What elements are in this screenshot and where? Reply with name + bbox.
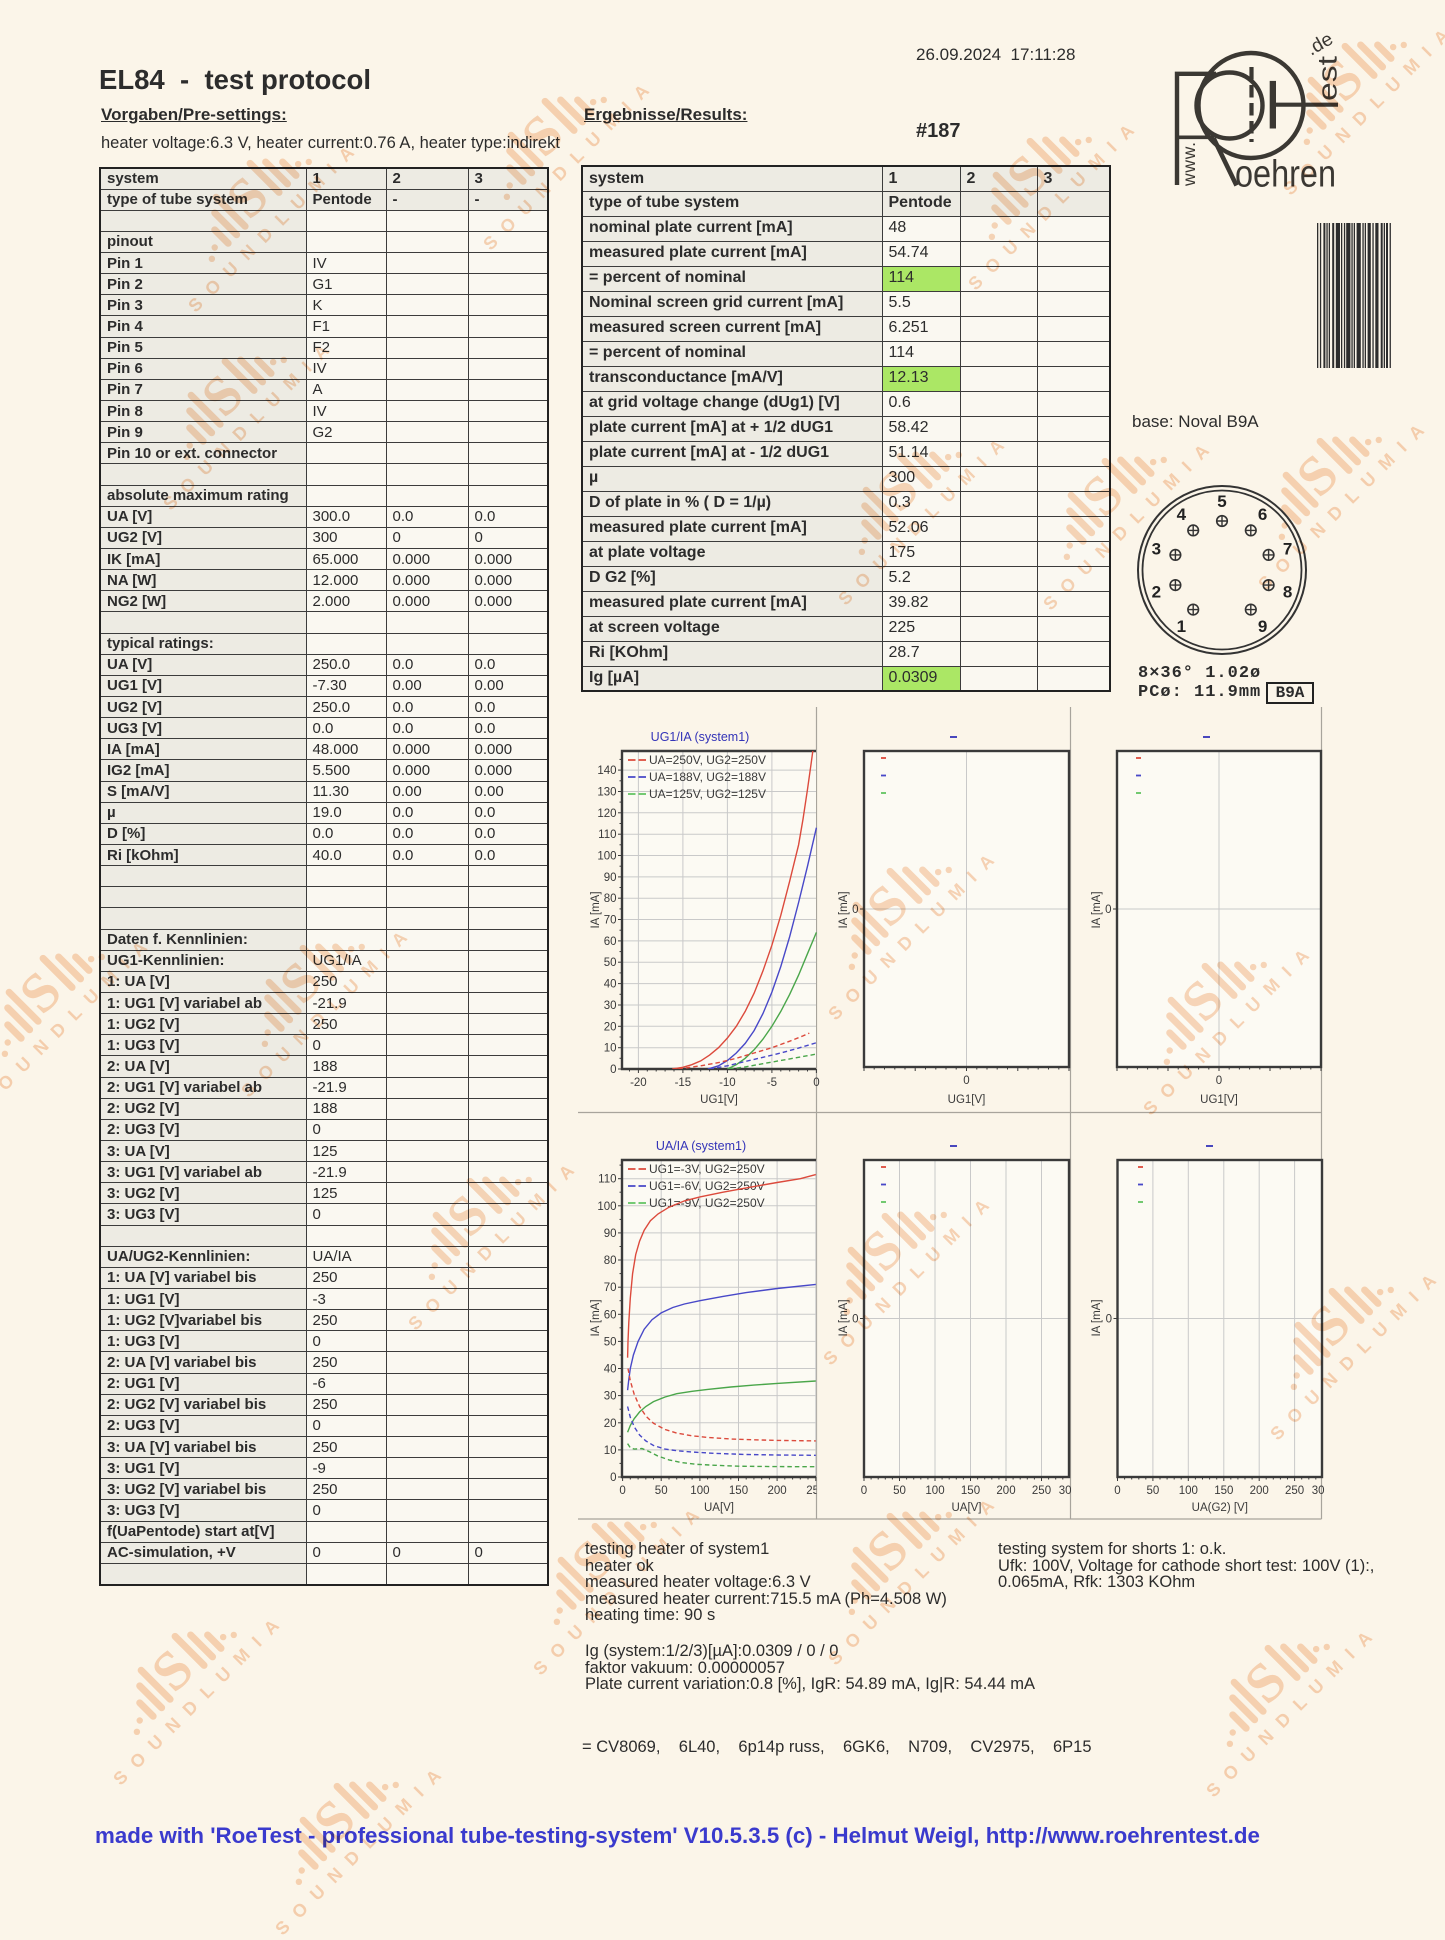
svg-text:IA [mA]: IA [mA]: [1091, 891, 1103, 928]
svg-text:4: 4: [1177, 505, 1187, 524]
svg-text:8: 8: [1283, 582, 1292, 601]
svg-text:UA=188V, UG2=188V: UA=188V, UG2=188V: [649, 770, 766, 784]
svg-text:0: 0: [861, 1485, 867, 1497]
svg-text:2: 2: [1152, 582, 1161, 601]
svg-text:150: 150: [1214, 1485, 1233, 1497]
svg-text:50: 50: [893, 1485, 906, 1497]
svg-text:oehren: oehren: [1235, 154, 1336, 196]
svg-text:7: 7: [1283, 540, 1292, 559]
svg-text:100: 100: [1179, 1485, 1198, 1497]
svg-text:0: 0: [1106, 1314, 1112, 1326]
svg-text:-20: -20: [630, 1077, 647, 1089]
svg-text:60: 60: [604, 1309, 617, 1321]
svg-text:UG1[V]: UG1[V]: [700, 1094, 738, 1106]
svg-text:10: 10: [604, 1445, 617, 1457]
svg-text:0: 0: [963, 1075, 969, 1087]
svg-text:UG1/IA (system1): UG1/IA (system1): [651, 730, 750, 744]
svg-text:1: 1: [1177, 617, 1186, 636]
svg-text:50: 50: [604, 957, 617, 969]
svg-text:-10: -10: [719, 1077, 736, 1089]
svg-text:90: 90: [604, 872, 617, 884]
svg-text:250: 250: [806, 1485, 825, 1497]
svg-text:250: 250: [1032, 1485, 1051, 1497]
svg-text:60: 60: [604, 936, 617, 948]
svg-text:UA[V]: UA[V]: [704, 1502, 734, 1514]
svg-text:IA [mA]: IA [mA]: [1091, 1299, 1103, 1336]
svg-text:20: 20: [604, 1021, 617, 1033]
svg-text:100: 100: [597, 1201, 616, 1213]
svg-text:6: 6: [1258, 505, 1267, 524]
svg-text:80: 80: [604, 1255, 617, 1267]
svg-text:70: 70: [604, 915, 617, 927]
svg-text:50: 50: [1147, 1485, 1160, 1497]
svg-text:9: 9: [1258, 617, 1267, 636]
svg-text:100: 100: [597, 851, 616, 863]
svg-text:50: 50: [604, 1336, 617, 1348]
svg-text:UG1=-9V, UG2=250V: UG1=-9V, UG2=250V: [649, 1196, 765, 1210]
svg-text:0: 0: [852, 904, 858, 916]
svg-text:5: 5: [1217, 492, 1226, 511]
svg-text:110: 110: [598, 1174, 616, 1186]
svg-text:30: 30: [604, 1391, 617, 1403]
svg-text:UG1[V]: UG1[V]: [948, 1094, 986, 1106]
svg-text:IA [mA]: IA [mA]: [838, 891, 850, 928]
svg-text:est: est: [1313, 55, 1343, 101]
svg-text:www.: www.: [1179, 142, 1199, 187]
svg-text:30: 30: [1059, 1485, 1072, 1497]
svg-text:0: 0: [813, 1077, 819, 1089]
svg-text:IA [mA]: IA [mA]: [590, 1299, 602, 1336]
svg-text:40: 40: [604, 979, 617, 991]
svg-text:250: 250: [1285, 1485, 1304, 1497]
svg-text:150: 150: [961, 1485, 980, 1497]
svg-text:UG1[V]: UG1[V]: [1200, 1094, 1238, 1106]
svg-text:100: 100: [925, 1485, 944, 1497]
svg-text:200: 200: [1250, 1485, 1269, 1497]
svg-text:.de: .de: [1303, 29, 1337, 61]
svg-text:50: 50: [655, 1485, 668, 1497]
svg-text:-5: -5: [767, 1077, 777, 1089]
svg-text:3: 3: [1152, 540, 1161, 559]
svg-text:UA=250V, UG2=250V: UA=250V, UG2=250V: [649, 753, 766, 767]
svg-text:200: 200: [768, 1485, 787, 1497]
svg-text:30: 30: [604, 1000, 617, 1012]
svg-text:10: 10: [604, 1043, 617, 1055]
svg-text:S: S: [140, 1638, 206, 1704]
svg-text:0: 0: [1114, 1485, 1120, 1497]
svg-text:UA/IA (system1): UA/IA (system1): [656, 1139, 746, 1153]
svg-text:0: 0: [1216, 1075, 1222, 1087]
svg-text:UA[V]: UA[V]: [951, 1502, 981, 1514]
svg-text:20: 20: [604, 1418, 617, 1430]
svg-text:30: 30: [1312, 1485, 1325, 1497]
svg-text:140: 140: [597, 765, 616, 777]
svg-text:200: 200: [996, 1485, 1015, 1497]
svg-text:S: S: [855, 1518, 921, 1584]
svg-text:S: S: [8, 960, 74, 1026]
svg-text:IA [mA]: IA [mA]: [838, 1299, 850, 1336]
svg-text:120: 120: [597, 808, 616, 820]
svg-text:150: 150: [729, 1485, 748, 1497]
svg-text:40: 40: [604, 1364, 617, 1376]
svg-text:90: 90: [604, 1228, 617, 1240]
svg-text:0: 0: [610, 1472, 616, 1484]
svg-text:0: 0: [852, 1314, 858, 1326]
svg-text:130: 130: [597, 787, 616, 799]
svg-text:UA(G2) [V]: UA(G2) [V]: [1192, 1502, 1248, 1514]
svg-text:UA=125V, UG2=125V: UA=125V, UG2=125V: [649, 787, 766, 801]
svg-text:110: 110: [598, 829, 616, 841]
svg-text:S: S: [1233, 1650, 1299, 1716]
svg-text:-15: -15: [675, 1077, 692, 1089]
svg-text:UG1=-3V, UG2=250V: UG1=-3V, UG2=250V: [649, 1162, 765, 1176]
svg-text:UG1=-6V, UG2=250V: UG1=-6V, UG2=250V: [649, 1179, 765, 1193]
svg-text:0: 0: [619, 1485, 625, 1497]
svg-text:70: 70: [604, 1282, 617, 1294]
svg-text:100: 100: [690, 1485, 709, 1497]
svg-text:IA [mA]: IA [mA]: [590, 891, 602, 928]
svg-text:0: 0: [1105, 904, 1111, 916]
svg-text:80: 80: [604, 893, 617, 905]
svg-text:0: 0: [610, 1064, 616, 1076]
